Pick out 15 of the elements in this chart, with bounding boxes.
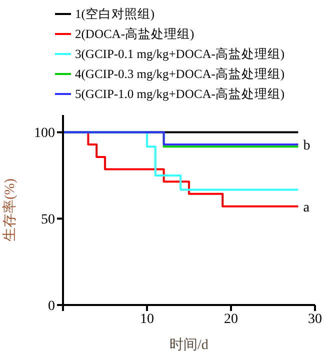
x-axis-title: 时间/d <box>170 337 208 351</box>
annotation: b <box>303 138 310 154</box>
legend-label: 1(空白对照组) <box>75 6 155 23</box>
x-tick-label: 10 <box>140 312 154 327</box>
legend-label: 3(GCIP-0.1 mg/kg+DOCA-高盐处理组) <box>75 46 285 63</box>
annotation: a <box>303 200 310 216</box>
x-tick-label: 20 <box>224 312 238 327</box>
y-tick-label: 0 <box>48 298 55 314</box>
y-axis-title: 生存率(%) <box>2 178 18 242</box>
legend-label: 5(GCIP-1.0 mg/kg+DOCA-高盐处理组) <box>75 86 285 103</box>
legend-label: 4(GCIP-0.3 mg/kg+DOCA-高盐处理组) <box>75 66 285 83</box>
y-tick-label: 50 <box>41 212 55 228</box>
y-tick-label: 100 <box>34 126 55 142</box>
legend-label: 2(DOCA-高盐处理组) <box>75 26 194 43</box>
x-tick-label: 30 <box>308 312 322 327</box>
